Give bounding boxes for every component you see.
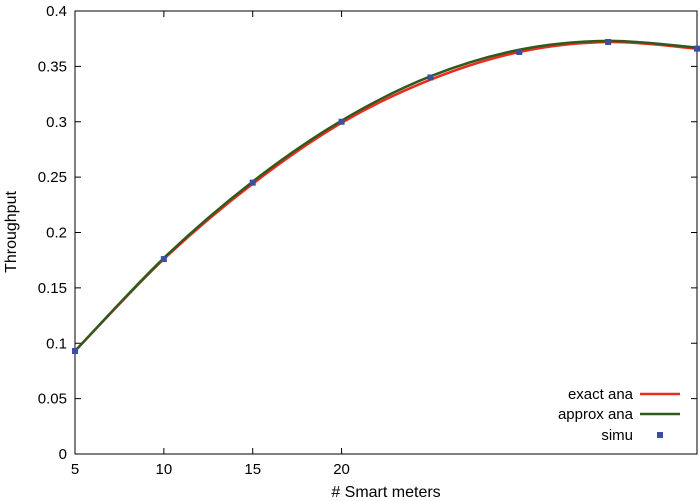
legend-label-exact-ana: exact ana	[568, 386, 634, 403]
data-point-simu	[249, 179, 256, 186]
x-tick-label: 10	[156, 461, 173, 478]
y-tick-label: 0	[59, 446, 67, 463]
legend-label-simu: simu	[601, 427, 633, 444]
y-tick-label: 0.35	[38, 58, 67, 75]
x-axis-label: # Smart meters	[331, 484, 440, 501]
legend-label-approx-ana: approx ana	[558, 406, 634, 423]
data-point-simu	[694, 45, 700, 52]
x-tick-label: 20	[333, 461, 350, 478]
data-point-simu	[72, 348, 78, 355]
y-axis-label: Throughput	[3, 191, 20, 273]
data-point-simu	[427, 74, 434, 81]
series-line-approx-ana	[74, 39, 698, 352]
series-line-exact-ana	[74, 40, 698, 352]
x-tick-label: 15	[244, 461, 261, 478]
legend-swatch-simu	[657, 432, 663, 438]
y-tick-label: 0.2	[46, 225, 67, 242]
series-layer	[72, 39, 700, 355]
x-tick-label: 5	[71, 461, 79, 478]
legend: exact ana approx ana simu	[558, 386, 680, 444]
data-point-simu	[605, 39, 612, 46]
data-point-simu	[516, 48, 523, 55]
y-tick-label: 0.1	[46, 335, 67, 352]
y-tick-label: 0.3	[46, 114, 67, 131]
data-point-simu	[338, 118, 345, 125]
y-tick-label: 0.05	[38, 391, 67, 408]
y-tick-label: 0.4	[46, 3, 67, 20]
axis-ticks: 0 0.05 0.1 0.15 0.2 0.25 0.3 0.35 0.4 5 10 15 20	[38, 3, 697, 478]
y-tick-label: 0.15	[38, 280, 67, 297]
data-point-simu	[160, 256, 167, 263]
y-tick-label: 0.25	[38, 169, 67, 186]
